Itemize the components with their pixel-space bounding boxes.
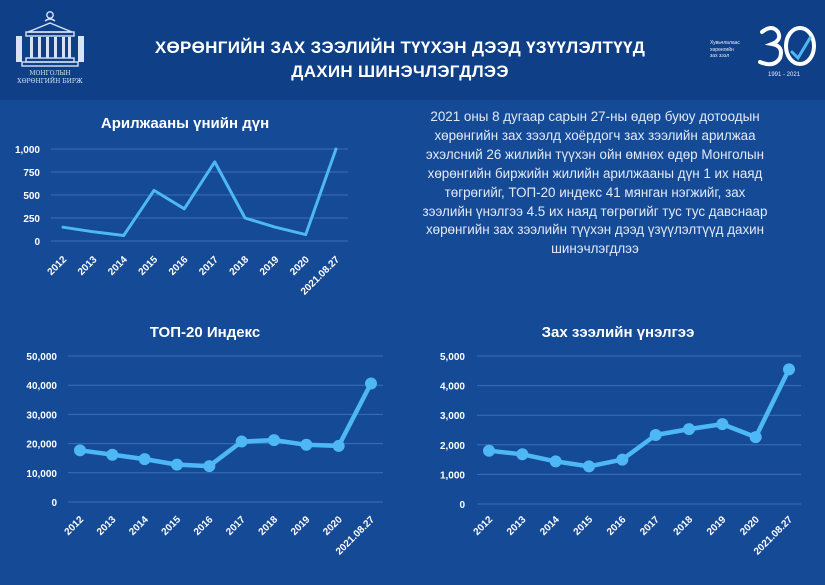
y-tick-label: 1,000 — [15, 145, 40, 156]
data-point — [716, 418, 729, 431]
page-title: ХӨРӨНГИЙН ЗАХ ЗЭЭЛИЙН ТҮҮХЭН ДЭЭД ҮЗҮҮЛЭ… — [120, 36, 680, 84]
title-line-2: ДАХИН ШИНЭЧЛЭГДЛЭЭ — [291, 62, 509, 81]
data-point — [616, 453, 629, 466]
x-tick-label: 2018 — [672, 514, 696, 538]
series-line — [77, 381, 374, 469]
x-tick-label: 2020 — [738, 514, 762, 538]
y-tick-label: 750 — [23, 168, 40, 179]
data-point — [300, 438, 313, 451]
data-point — [171, 458, 183, 471]
y-tick-label: 50,000 — [26, 352, 57, 363]
chart-title: Зах зээлийн үнэлгээ — [542, 324, 695, 341]
summary-paragraph: 2021 оны 8 дугаар сарын 27-ны өдөр буюу … — [385, 108, 805, 259]
y-tick-label: 0 — [459, 500, 465, 511]
mse-building-emblem-icon — [16, 11, 84, 67]
y-tick-label: 4,000 — [440, 382, 465, 393]
anniversary-years: 1991 - 2021 — [768, 72, 801, 78]
data-point — [583, 460, 595, 473]
x-tick-label: 2014 — [538, 514, 562, 538]
y-tick-label: 2,000 — [440, 441, 465, 452]
x-tick-label: 2012 — [472, 514, 496, 538]
data-point — [749, 431, 762, 444]
chart-title: Арилжааны үнийн дүн — [101, 115, 269, 132]
header-banner: МОНГОЛЫН ХӨРӨНГИЙН БИРЖ ХӨРӨНГИЙН ЗАХ ЗЭ… — [0, 0, 825, 100]
y-tick-label: 0 — [51, 498, 57, 509]
data-point — [138, 453, 151, 466]
series-line — [61, 147, 338, 237]
data-point — [235, 435, 248, 448]
series-line — [486, 367, 792, 469]
paragraph-line: эхэлсний 26 жилийн түүхэн ойн өмнөх өдөр… — [425, 146, 765, 162]
x-tick-label: 2016 — [605, 514, 629, 538]
data-point — [268, 434, 280, 447]
data-point — [106, 448, 119, 461]
y-tick-label: 5,000 — [440, 352, 465, 363]
logo-caption-line: ХӨРӨНГИЙН БИРЖ — [17, 78, 83, 85]
paragraph-line: шинэчлэгдлээ — [551, 241, 639, 257]
data-point — [203, 460, 216, 473]
anniversary-logo-text: Хувьчлалаас хөрөнгийн зах зээл — [710, 40, 758, 60]
30-anniversary-logo-icon — [758, 26, 816, 67]
y-tick-label: 0 — [34, 237, 40, 248]
anniversary-text-line: Хувьчлалаас — [710, 40, 740, 46]
x-tick-label: 2015 — [572, 514, 596, 538]
y-tick-label: 1,000 — [440, 470, 465, 481]
data-point — [683, 423, 695, 436]
logo-caption-line: МОНГОЛЫН — [29, 70, 71, 77]
data-point — [516, 448, 529, 461]
paragraph-line: төгрөгийг, ТОП-20 индекс 41 мянган нэгжи… — [444, 184, 746, 200]
data-point — [332, 439, 345, 452]
mse-logo-caption: МОНГОЛЫН ХӨРӨНГИЙН БИРЖ — [12, 70, 88, 86]
paragraph-line: хөрөнгийн зах зээлийн түүхэн дээд үзүүлэ… — [425, 222, 765, 238]
x-tick-label: 2013 — [505, 514, 529, 538]
data-point — [74, 444, 86, 457]
x-tick-label: 2019 — [705, 514, 729, 538]
paragraph-line: зээлийн үнэлгээ 4.5 их наяд төгрөгийг ту… — [422, 203, 768, 219]
y-tick-label: 40,000 — [26, 381, 57, 392]
anniversary-text-line: хөрөнгийн — [710, 46, 734, 53]
anniversary-text-line: зах зээл — [710, 53, 730, 59]
chart-title: ТОП-20 Индекс — [150, 324, 260, 341]
y-tick-label: 10,000 — [26, 469, 57, 480]
paragraph-line: хөрөнгийн зах зээлд хоёрдогч зах зээлийн… — [434, 127, 756, 143]
data-point — [649, 429, 662, 442]
data-point — [549, 455, 562, 468]
y-tick-label: 250 — [23, 214, 40, 225]
data-point — [783, 363, 795, 376]
paragraph-line: хөрөнгийн биржийн жилийн арилжааны дүн 1… — [427, 165, 763, 181]
y-tick-label: 500 — [23, 191, 40, 202]
paragraph-line: 2021 оны 8 дугаар сарын 27-ны өдөр буюу … — [430, 109, 760, 124]
y-tick-label: 30,000 — [26, 410, 57, 421]
x-tick-label: 2017 — [638, 514, 662, 538]
title-line-1: ХӨРӨНГИЙН ЗАХ ЗЭЭЛИЙН ТҮҮХЭН ДЭЭД ҮЗҮҮЛЭ… — [154, 38, 646, 57]
y-tick-label: 20,000 — [26, 440, 57, 451]
data-point — [483, 444, 495, 457]
mse-logo: МОНГОЛЫН ХӨРӨНГИЙН БИРЖ — [12, 6, 88, 94]
anniversary-logo: Хувьчлалаас хөрөнгийн зах зээл 1991 - 20… — [710, 18, 820, 84]
y-tick-label: 3,000 — [440, 411, 465, 422]
data-point — [365, 377, 377, 390]
